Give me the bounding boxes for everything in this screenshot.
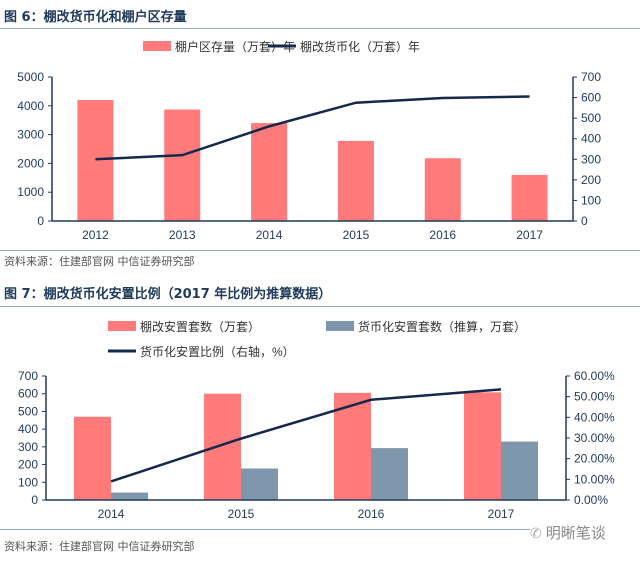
bar-primary (464, 392, 501, 500)
right-tick-label: 0.00% (574, 493, 608, 507)
left-tick-label: 400 (18, 422, 38, 436)
figure6-title: 图 6：棚改货币化和棚户区存量 (4, 10, 187, 25)
right-tick-label: 50.00% (574, 390, 615, 404)
bar-primary (511, 174, 548, 221)
series-line (110, 388, 502, 483)
legend-label: 货币化安置比例（右轴，%） (140, 344, 295, 359)
figure6-source: 资料来源：住建部官网 中信证券研究部 (4, 255, 195, 268)
watermark: ✆ 明晰笔谈 (530, 522, 606, 543)
left-tick-label: 700 (18, 369, 38, 383)
bar-primary (334, 392, 371, 500)
bar-primary (77, 100, 114, 221)
bar-primary (74, 416, 111, 500)
legend-swatch (326, 321, 354, 331)
bar-secondary (241, 468, 278, 500)
left-tick-label: 0 (31, 493, 38, 507)
divider (0, 306, 640, 307)
x-tick-label: 2015 (343, 228, 370, 242)
left-tick-label: 1000 (17, 185, 44, 199)
left-tick-label: 0 (37, 214, 44, 228)
left-tick-label: 3000 (17, 128, 44, 142)
divider (0, 28, 640, 29)
series-line (95, 95, 530, 161)
right-tick-label: 300 (581, 152, 601, 166)
bar-secondary (371, 448, 408, 500)
x-tick-label: 2017 (516, 228, 543, 242)
x-tick-label: 2017 (488, 507, 515, 521)
right-tick-label: 500 (581, 111, 601, 125)
left-tick-label: 600 (18, 387, 38, 401)
right-tick-label: 200 (581, 173, 601, 187)
right-tick-label: 20.00% (574, 452, 615, 466)
x-tick-label: 2014 (256, 228, 283, 242)
right-tick-label: 0 (581, 214, 588, 228)
legend-swatch (143, 41, 171, 51)
left-tick-label: 5000 (17, 70, 44, 84)
bar-primary (424, 158, 461, 221)
bar-secondary (501, 441, 538, 500)
right-tick-label: 10.00% (574, 472, 615, 486)
bar-primary (337, 140, 374, 221)
x-tick-label: 2015 (228, 507, 255, 521)
wechat-icon: ✆ (530, 526, 542, 542)
chart-figure6: 0 1000 2000 3000 4000 5000 0 100 200 300 400 500 600… (17, 39, 601, 242)
x-tick-label: 2016 (358, 507, 385, 521)
divider (0, 250, 640, 251)
right-tick-label: 600 (581, 91, 601, 105)
right-tick-label: 700 (581, 70, 601, 84)
bar-primary (204, 393, 241, 500)
bar-primary (251, 123, 288, 221)
right-tick-label: 40.00% (574, 410, 615, 424)
figure7-source: 资料来源：住建部官网 中信证券研究部 (4, 540, 195, 553)
right-tick-label: 30.00% (574, 431, 615, 445)
left-tick-label: 4000 (17, 99, 44, 113)
x-tick-label: 2012 (82, 228, 109, 242)
left-tick-label: 200 (18, 458, 38, 472)
legend-label: 棚改安置套数（万套） (140, 319, 260, 334)
left-tick-label: 100 (18, 475, 38, 489)
chart-figure7: 0 100 200 300 400 500 600 700 0.00% 10.00% 20.00% 3… (18, 319, 615, 521)
bar-primary (164, 109, 201, 221)
legend-label: 棚改货币化（万套）年 (300, 39, 420, 54)
legend-label: 棚户区存量（万套）年 (175, 39, 295, 54)
left-tick-label: 300 (18, 440, 38, 454)
x-tick-label: 2014 (98, 507, 125, 521)
divider (0, 529, 530, 530)
x-tick-label: 2013 (169, 228, 196, 242)
right-tick-label: 60.00% (574, 369, 615, 383)
figure7-title: 图 7：棚改货币化安置比例（2017 年比例为推算数据） (4, 287, 332, 302)
left-tick-label: 2000 (17, 156, 44, 170)
legend-swatch (108, 321, 136, 331)
watermark-text: 明晰笔谈 (545, 524, 606, 542)
x-tick-label: 2016 (429, 228, 456, 242)
legend-label: 货币化安置套数（推算，万套） (358, 319, 526, 334)
bar-secondary (111, 492, 148, 500)
left-tick-label: 500 (18, 404, 38, 418)
right-tick-label: 100 (581, 193, 601, 207)
right-tick-label: 400 (581, 132, 601, 146)
